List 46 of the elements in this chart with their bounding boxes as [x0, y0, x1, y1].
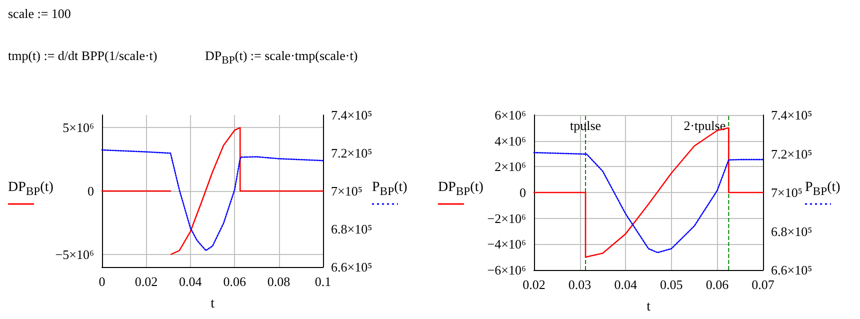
y2-tick-label: 6.8×10⁵ [331, 222, 372, 236]
y-tick-label: 6×10⁶ [494, 108, 526, 122]
y-tick-label: −2×10⁶ [487, 210, 526, 226]
text: DP$_{BP}$(t) := scale·tmp(scale·t) [205, 48, 358, 67]
y-tick-label: 0 [88, 184, 94, 198]
x-tick-label: 0.02 [134, 274, 158, 289]
y2-tick-label: 7.4×10⁵ [331, 108, 372, 122]
text: scale := 100 [8, 6, 71, 22]
y-tick-label: 0 [520, 185, 526, 200]
text: tmp(t) := d/dt BPP(1/scale·t) [8, 48, 158, 64]
x-tick-label: 0.03 [568, 277, 592, 292]
ref-line-label: 2·tpulse [684, 118, 726, 133]
line-series [533, 152, 764, 254]
x-tick-label: 0 [98, 274, 106, 289]
y-tick-label: −6×10⁶ [487, 262, 526, 278]
x-tick-label: 0.02 [522, 277, 546, 292]
y-tick-label: −5×10⁶ [55, 246, 94, 262]
y-axis-title: DP$_{BP}$(t) [8, 180, 54, 198]
x-tick-label: 0.04 [179, 274, 202, 289]
x-tick-label: 0.1 [314, 274, 332, 289]
y-tick-label: 4×10⁶ [494, 133, 526, 148]
x-tick-label: 0.07 [752, 277, 775, 292]
y-axis-title: DP$_{BP}$(t) [438, 180, 484, 198]
y-tick-label: −4×10⁶ [487, 236, 526, 252]
y2-tick-label: 6.6×10⁵ [331, 260, 372, 274]
x-tick-label: 0.04 [614, 277, 638, 292]
y-tick-label: 5×10⁶ [62, 120, 94, 136]
y2-tick-label: 6.6×10⁵ [771, 262, 812, 278]
x-tick-label: 0.05 [660, 277, 683, 292]
x-tick-label: 0.06 [706, 277, 730, 292]
y-tick-label: 2×10⁶ [494, 159, 526, 174]
x-tick-label: 0.08 [267, 274, 290, 289]
x-axis-title: t [210, 296, 215, 312]
y2-tick-label: 7.2×10⁵ [771, 146, 812, 162]
x-axis-title: t [646, 300, 651, 314]
y2-tick-label: 7×10⁵ [331, 184, 362, 198]
line-series [101, 149, 324, 252]
x-tick-label: 0.06 [223, 274, 246, 289]
y2-axis-title: P$_{BP}$(t) [805, 180, 840, 198]
y2-axis-title: P$_{BP}$(t) [372, 180, 408, 198]
y2-tick-label: 7.4×10⁵ [771, 108, 812, 122]
y2-tick-label: 7.2×10⁵ [331, 146, 372, 160]
ref-line-label: tpulse [570, 118, 602, 133]
y2-tick-label: 6.8×10⁵ [771, 224, 812, 239]
y2-tick-label: 7×10⁵ [771, 185, 802, 200]
line-series [170, 127, 324, 255]
